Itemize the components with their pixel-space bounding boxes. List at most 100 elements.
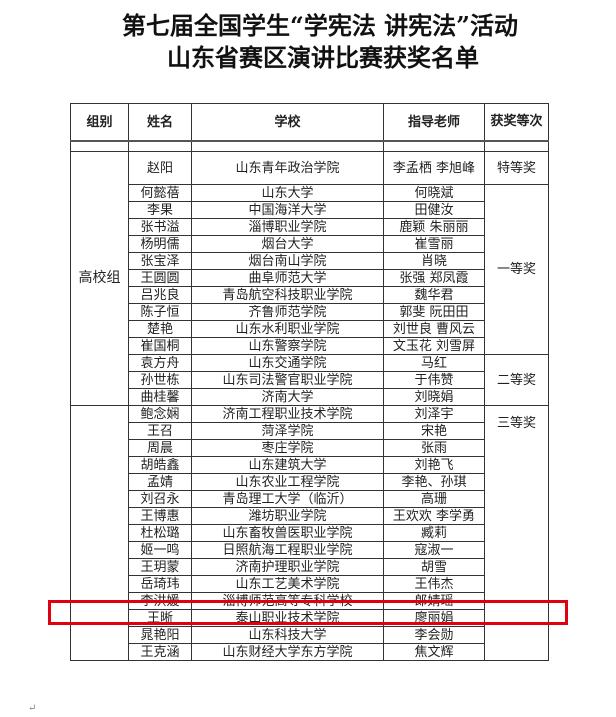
name-cell: 杨明儒 xyxy=(128,235,192,253)
highlight-box xyxy=(48,600,568,625)
name-cell: 王圆圆 xyxy=(128,269,192,287)
award-cell: 特等奖 xyxy=(484,151,549,185)
school-cell: 枣庄学院 xyxy=(191,439,384,457)
table-row: 高校组 赵阳 山东青年政治学院 李孟栖 李旭峰 特等奖 xyxy=(70,151,549,406)
name-cell: 何懿蓓 xyxy=(128,184,192,202)
name-cell: 孟婧 xyxy=(128,473,192,491)
table-row: 曲桂馨 济南大学 刘晓娟 xyxy=(71,388,549,406)
name-cell: 楚艳 xyxy=(128,320,192,338)
award-cell: 一等奖 xyxy=(484,184,549,355)
teacher-cell: 何晓斌 xyxy=(383,184,485,202)
teacher-cell: 焦文辉 xyxy=(383,643,485,661)
table-row: 杜松璐 山东畜牧兽医职业学院 臧莉 xyxy=(71,524,549,542)
table-row: 岳琦玮 山东工艺美术学院 王伟杰 xyxy=(71,575,549,593)
school-cell: 山东青年政治学院 xyxy=(191,151,384,185)
teacher-cell: 张强 郑凤霞 xyxy=(383,269,485,287)
school-cell: 烟台大学 xyxy=(191,235,384,253)
name-cell: 胡皓鑫 xyxy=(128,456,192,474)
table-row: 孙世栋 山东司法警官职业学院 于伟赞 xyxy=(71,371,549,389)
table-row: 王克涵 山东财经大学东方学院 焦文辉 xyxy=(71,643,549,661)
school-cell: 山东建筑大学 xyxy=(191,456,384,474)
teacher-cell: 宋艳 xyxy=(383,422,485,440)
teacher-cell: 李会勋 xyxy=(383,626,485,644)
name-cell: 王玥蒙 xyxy=(128,558,192,576)
header-group: 组别 xyxy=(70,103,129,142)
name-cell: 李果 xyxy=(128,201,192,219)
header-award: 获奖等次 xyxy=(484,103,549,142)
school-cell: 山东科技大学 xyxy=(191,626,384,644)
teacher-cell: 刘世良 曹风云 xyxy=(383,320,485,338)
cutoff-cell xyxy=(191,140,384,152)
table-row: 陈子恒 齐鲁师范学院 郭斐 阮田田 xyxy=(71,303,549,321)
name-cell: 岳琦玮 xyxy=(128,575,192,593)
document-title-line2: 山东省赛区演讲比赛获奖名单 xyxy=(167,43,479,72)
teacher-cell: 马红 xyxy=(383,354,485,372)
teacher-cell: 张雨 xyxy=(383,439,485,457)
school-cell: 济南大学 xyxy=(191,388,384,406)
teacher-cell: 田健汝 xyxy=(383,201,485,219)
table-row: 周晨 枣庄学院 张雨 xyxy=(71,439,549,457)
table-row-cutoff xyxy=(70,140,549,152)
name-cell: 陈子恒 xyxy=(128,303,192,321)
school-cell: 济南工程职业技术学院 xyxy=(191,405,384,423)
school-cell: 山东畜牧兽医职业学院 xyxy=(191,524,384,542)
table-row: 鲍念娴 济南工程职业技术学院 刘泽宇 三等奖 xyxy=(70,405,549,661)
table-row: 胡皓鑫 山东建筑大学 刘艳飞 xyxy=(71,456,549,474)
teacher-cell: 臧莉 xyxy=(383,524,485,542)
name-cell: 刘召永 xyxy=(128,490,192,508)
teacher-cell: 崔雪丽 xyxy=(383,235,485,253)
teacher-cell: 刘晓娟 xyxy=(383,388,485,406)
table-row: 王圆圆 曲阜师范大学 张强 郑凤霞 xyxy=(71,269,549,287)
school-cell: 山东农业工程学院 xyxy=(191,473,384,491)
teacher-cell: 鹿颖 朱丽丽 xyxy=(383,218,485,236)
school-cell: 青岛航空科技职业学院 xyxy=(191,286,384,304)
school-cell: 淄博职业学院 xyxy=(191,218,384,236)
school-cell: 齐鲁师范学院 xyxy=(191,303,384,321)
name-cell: 王召 xyxy=(128,422,192,440)
name-cell: 杜松璐 xyxy=(128,524,192,542)
name-cell: 王博惠 xyxy=(128,507,192,525)
school-cell: 济南护理职业学院 xyxy=(191,558,384,576)
school-cell: 青岛理工大学（临沂） xyxy=(191,490,384,508)
school-cell: 菏泽学院 xyxy=(191,422,384,440)
table-row: 姬一鸣 日照航海工程职业学院 寇淑一 xyxy=(71,541,549,559)
teacher-cell: 刘泽宇 xyxy=(383,405,485,423)
school-cell: 山东工艺美术学院 xyxy=(191,575,384,593)
table-row: 王玥蒙 济南护理职业学院 胡雪 xyxy=(71,558,549,576)
cutoff-cell xyxy=(484,140,549,152)
name-cell: 张书溢 xyxy=(128,218,192,236)
name-cell: 王克涵 xyxy=(128,643,192,661)
teacher-cell: 肖晓 xyxy=(383,252,485,270)
table-row: 楚艳 山东水利职业学院 刘世良 曹风云 xyxy=(71,320,549,338)
header-teacher: 指导老师 xyxy=(383,103,485,142)
table-row: 张宝泽 烟台南山学院 肖晓 xyxy=(71,252,549,270)
school-cell: 山东大学 xyxy=(191,184,384,202)
name-cell: 鲍念娴 xyxy=(128,405,192,423)
cutoff-cell xyxy=(383,140,485,152)
name-cell: 吕兆良 xyxy=(128,286,192,304)
name-cell: 崔国桐 xyxy=(128,337,192,355)
table-row: 刘召永 青岛理工大学（临沂） 高珊 xyxy=(71,490,549,508)
header-school: 学校 xyxy=(191,103,384,142)
teacher-cell: 王伟杰 xyxy=(383,575,485,593)
name-cell: 姬一鸣 xyxy=(128,541,192,559)
name-cell: 孙世栋 xyxy=(128,371,192,389)
name-cell: 曲桂馨 xyxy=(128,388,192,406)
school-cell: 日照航海工程职业学院 xyxy=(191,541,384,559)
teacher-cell: 魏华君 xyxy=(383,286,485,304)
award-cell: 三等奖 xyxy=(484,405,549,661)
school-cell: 曲阜师范大学 xyxy=(191,269,384,287)
table-row: 杨明儒 烟台大学 崔雪丽 xyxy=(71,235,549,253)
name-cell: 袁方舟 xyxy=(128,354,192,372)
teacher-cell: 王欢欢 李学勇 xyxy=(383,507,485,525)
school-cell: 山东交通学院 xyxy=(191,354,384,372)
awards-table: 组别 姓名 学校 指导老师 获奖等次 高校组 赵阳 山东青年政治学院 李孟栖 李旭峰特… xyxy=(70,103,549,661)
school-cell: 潍坊职业学院 xyxy=(191,507,384,525)
teacher-cell: 郭斐 阮田田 xyxy=(383,303,485,321)
teacher-cell: 寇淑一 xyxy=(383,541,485,559)
school-cell: 山东水利职业学院 xyxy=(191,320,384,338)
table-row: 何懿蓓 山东大学 何晓斌 一等奖 xyxy=(71,184,549,355)
table-row: 袁方舟 山东交通学院 马红 二等奖 xyxy=(71,354,549,406)
school-cell: 山东警察学院 xyxy=(191,337,384,355)
table-row: 吕兆良 青岛航空科技职业学院 魏华君 xyxy=(71,286,549,304)
